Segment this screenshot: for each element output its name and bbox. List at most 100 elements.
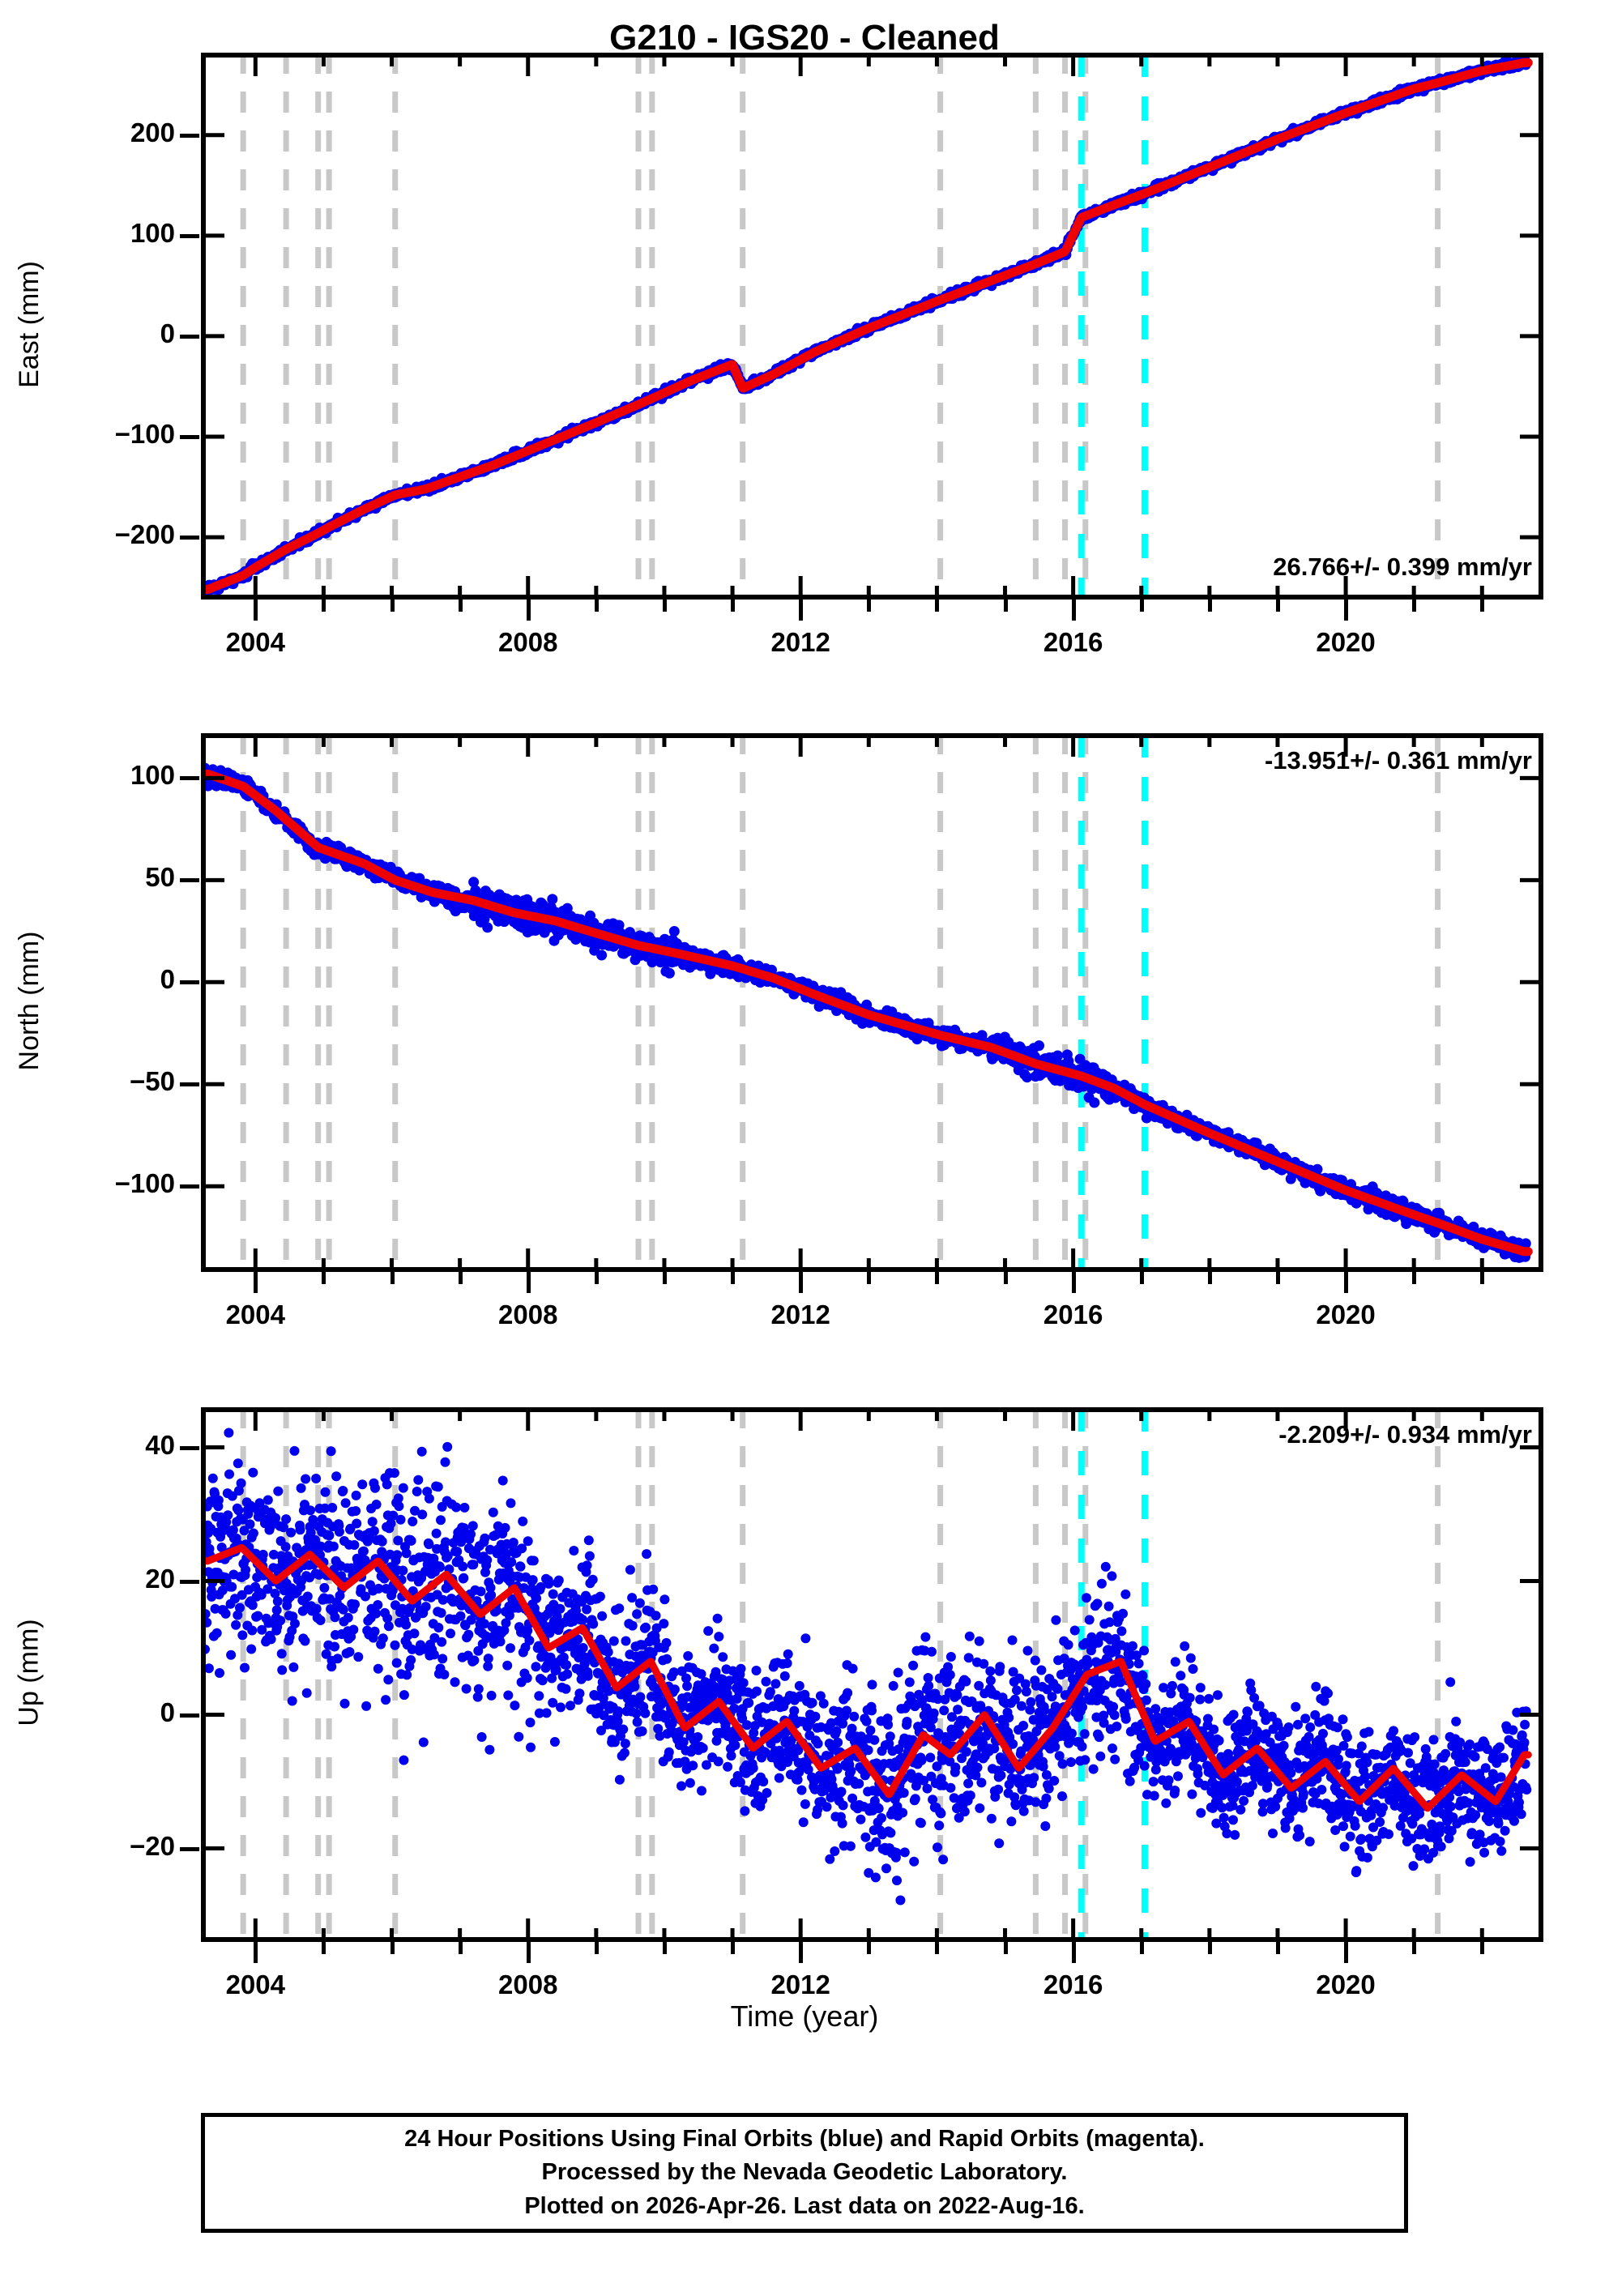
- y-tick-mark: [180, 878, 199, 883]
- x-tick-mark: [1139, 600, 1144, 612]
- y-tick-mark: [180, 1082, 199, 1087]
- x-tick-mark: [731, 1272, 736, 1284]
- x-tick-mark: [1275, 600, 1280, 612]
- x-tick-mark: [662, 600, 667, 612]
- y-tick-label: 50: [145, 862, 175, 893]
- x-tick-mark: [322, 1272, 326, 1284]
- x-tick-mark: [1003, 1942, 1008, 1954]
- plot-frame: [201, 53, 1543, 600]
- x-tick-mark: [1480, 600, 1485, 612]
- x-tick-mark: [1344, 1942, 1349, 1963]
- x-tick-mark: [1139, 1942, 1144, 1954]
- plot-area-north: [201, 733, 1543, 1272]
- figure-caption-box: 24 Hour Positions Using Final Orbits (bl…: [201, 2113, 1408, 2233]
- y-tick-mark: [180, 1445, 199, 1450]
- y-tick-label: −20: [130, 1830, 175, 1861]
- x-tick-mark: [390, 600, 395, 612]
- page-title: G210 - IGS20 - Cleaned: [609, 18, 1000, 58]
- x-tick-mark: [1003, 600, 1008, 612]
- x-tick-mark: [1275, 1272, 1280, 1284]
- x-tick-label: 2012: [770, 627, 830, 657]
- model-trend-line: [201, 58, 1533, 595]
- x-tick-mark: [1412, 1272, 1417, 1284]
- x-tick-mark: [322, 1942, 326, 1954]
- x-tick-mark: [1071, 600, 1076, 621]
- rate-annotation-east: 26.766+/- 0.399 mm/yr: [1273, 553, 1532, 581]
- x-tick-mark: [254, 1272, 258, 1293]
- x-tick-mark: [1412, 1942, 1417, 1954]
- y-tick-label: 200: [130, 117, 175, 147]
- x-tick-mark: [594, 600, 599, 612]
- y-tick-label: 0: [160, 964, 175, 995]
- x-tick-mark: [1003, 1272, 1008, 1284]
- x-tick-label: 2020: [1316, 627, 1376, 657]
- y-tick-mark: [180, 434, 199, 439]
- x-tick-label: 2004: [225, 1300, 285, 1329]
- x-tick-label: 2012: [770, 1970, 830, 1999]
- x-tick-label: 2016: [1043, 1300, 1103, 1329]
- y-tick-mark: [180, 233, 199, 238]
- caption-line-1: 24 Hour Positions Using Final Orbits (bl…: [404, 2126, 1205, 2153]
- x-tick-mark: [799, 1942, 804, 1963]
- y-tick-mark: [180, 1846, 199, 1851]
- x-tick-mark: [1344, 600, 1349, 621]
- y-tick-label: 40: [145, 1429, 175, 1460]
- x-tick-mark: [867, 600, 872, 612]
- y-tick-mark: [180, 1713, 199, 1718]
- y-tick-label: −100: [114, 1168, 175, 1199]
- x-tick-label: 2020: [1316, 1300, 1376, 1329]
- x-tick-label: 2016: [1043, 627, 1103, 657]
- y-tick-label: 100: [130, 217, 175, 248]
- x-tick-mark: [458, 600, 463, 612]
- x-tick-label: 2020: [1316, 1970, 1376, 1999]
- x-tick-mark: [322, 600, 326, 612]
- x-tick-mark: [254, 600, 258, 621]
- x-tick-mark: [662, 1942, 667, 1954]
- x-tick-mark: [867, 1272, 872, 1284]
- model-trend-line: [201, 769, 1533, 1257]
- plot-panel-east: [201, 53, 1543, 600]
- y-tick-mark: [180, 536, 199, 540]
- x-tick-label: 2012: [770, 1300, 830, 1329]
- plot-background: [201, 1407, 1543, 1942]
- y-tick-label: −200: [114, 519, 175, 550]
- x-tick-mark: [935, 600, 940, 612]
- x-tick-mark: [1480, 1272, 1485, 1284]
- caption-line-2: Processed by the Nevada Geodetic Laborat…: [541, 2159, 1068, 2186]
- y-tick-mark: [180, 776, 199, 781]
- x-tick-mark: [867, 1942, 872, 1954]
- y-tick-mark: [180, 980, 199, 985]
- y-tick-mark: [180, 1184, 199, 1189]
- x-tick-mark: [731, 600, 736, 612]
- plot-panel-up: [201, 1407, 1543, 1942]
- x-tick-mark: [731, 1942, 736, 1954]
- x-tick-mark: [1207, 1272, 1212, 1284]
- y-tick-mark: [180, 1579, 199, 1584]
- plot-panel-north: [201, 733, 1543, 1272]
- x-tick-mark: [458, 1942, 463, 1954]
- x-tick-mark: [526, 1942, 531, 1963]
- x-tick-mark: [458, 1272, 463, 1284]
- x-tick-label: 2008: [498, 1970, 558, 1999]
- x-tick-mark: [1344, 1272, 1349, 1293]
- x-tick-label: 2008: [498, 627, 558, 657]
- x-tick-mark: [594, 1272, 599, 1284]
- x-tick-mark: [799, 600, 804, 621]
- x-tick-mark: [935, 1942, 940, 1954]
- model-trend-line: [201, 1543, 1532, 1812]
- y-tick-label: −50: [130, 1066, 175, 1097]
- x-tick-mark: [1071, 1942, 1076, 1963]
- caption-line-3: Plotted on 2026-Apr-26. Last data on 202…: [524, 2192, 1085, 2219]
- x-tick-mark: [1412, 600, 1417, 612]
- rate-annotation-north: -13.951+/- 0.361 mm/yr: [1264, 746, 1532, 775]
- x-tick-mark: [1207, 1942, 1212, 1954]
- y-tick-label: 100: [130, 760, 175, 791]
- x-tick-mark: [1275, 1942, 1280, 1954]
- y-tick-label: 20: [145, 1563, 175, 1594]
- y-tick-label: 0: [160, 318, 175, 348]
- x-tick-mark: [1139, 1272, 1144, 1284]
- plot-area-east: [201, 53, 1543, 600]
- x-tick-label: 2004: [225, 1970, 285, 1999]
- y-tick-label: −100: [114, 418, 175, 449]
